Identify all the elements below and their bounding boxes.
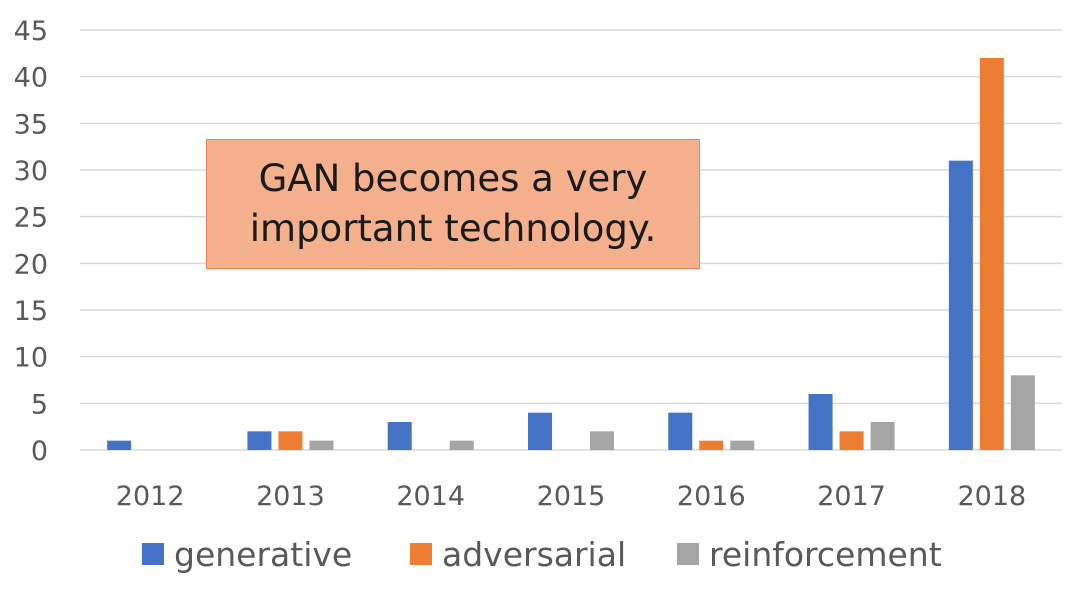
x-tick-label: 2013 xyxy=(256,481,325,512)
bar-reinforcement-2015 xyxy=(590,431,614,450)
y-tick-label: 45 xyxy=(14,16,48,47)
bar-adversarial-2017 xyxy=(839,431,864,450)
y-axis-tick-labels: 0 5 10 15 20 25 30 35 40 45 xyxy=(14,16,48,467)
y-tick-label: 15 xyxy=(14,296,48,327)
bar-adversarial-2018 xyxy=(979,58,1004,450)
bar-reinforcement-2013 xyxy=(309,440,334,450)
bar-generative-2015 xyxy=(528,412,552,450)
bar-reinforcement-2018 xyxy=(1010,375,1035,450)
legend-swatch-adversarial xyxy=(410,543,432,565)
bar-reinforcement-2017 xyxy=(870,422,895,450)
x-tick-label: 2017 xyxy=(817,481,886,512)
y-tick-label: 0 xyxy=(31,436,48,467)
bars xyxy=(107,58,1035,450)
bar-generative-2014 xyxy=(387,422,412,450)
legend-label-generative: generative xyxy=(174,535,352,574)
bar-generative-2012 xyxy=(107,440,132,450)
bar-reinforcement-2016 xyxy=(730,440,755,450)
x-tick-label: 2014 xyxy=(396,481,465,512)
y-tick-label: 10 xyxy=(14,343,48,374)
bar-generative-2013 xyxy=(247,431,272,450)
x-tick-label: 2016 xyxy=(677,481,746,512)
legend-label-reinforcement: reinforcement xyxy=(709,535,942,574)
bar-reinforcement-2014 xyxy=(449,440,474,450)
legend-swatch-reinforcement xyxy=(677,543,699,565)
legend-swatch-generative xyxy=(142,543,164,565)
bar-generative-2018 xyxy=(948,160,973,450)
legend-label-adversarial: adversarial xyxy=(442,535,626,574)
x-tick-label: 2012 xyxy=(116,481,185,512)
y-tick-label: 25 xyxy=(14,203,48,234)
x-tick-label: 2015 xyxy=(537,481,606,512)
bar-adversarial-2013 xyxy=(278,431,303,450)
y-tick-label: 30 xyxy=(14,156,48,187)
bar-adversarial-2016 xyxy=(699,440,724,450)
annotation-callout: GAN becomes a very important technology. xyxy=(206,139,700,269)
bar-generative-2017 xyxy=(808,394,833,450)
x-tick-label: 2018 xyxy=(957,481,1026,512)
annotation-text: GAN becomes a very important technology. xyxy=(249,157,657,250)
bar-generative-2016 xyxy=(668,412,693,450)
y-tick-label: 5 xyxy=(31,389,48,420)
y-tick-label: 35 xyxy=(14,109,48,140)
y-tick-label: 40 xyxy=(14,63,48,94)
legend: generative adversarial reinforcement xyxy=(142,535,942,574)
y-tick-label: 20 xyxy=(14,249,48,280)
x-axis-tick-labels: 2012 2013 2014 2015 2016 2017 2018 xyxy=(116,481,1026,512)
